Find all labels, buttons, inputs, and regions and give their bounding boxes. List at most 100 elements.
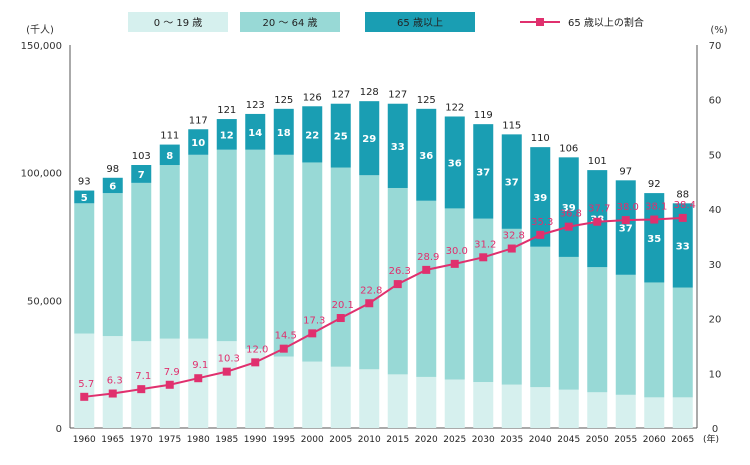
bar-total-label: 101: [588, 156, 607, 167]
percent-65-plus-label: 14.5: [275, 331, 297, 342]
bar-65-plus-value-label: 37: [505, 178, 519, 189]
bar-65-plus-value-label: 39: [562, 203, 576, 214]
bar-65-plus-value-label: 5: [81, 193, 88, 204]
legend-age-20-64-label: 20 〜 64 歳: [263, 17, 318, 29]
bar-segment-age-20-64: [501, 228, 522, 385]
bar-segment-age-0-19: [644, 397, 665, 428]
bar-total-label: 98: [106, 164, 119, 175]
bar-segment-age-20-64: [416, 200, 437, 377]
percent-65-plus-label: 5.7: [78, 379, 94, 390]
bar-segment-age-65-plus: [273, 108, 294, 155]
legend-age-65-plus-label: 65 歳以上: [397, 17, 443, 29]
percent-65-plus-marker: [621, 216, 630, 225]
percent-65-plus-marker: [108, 389, 117, 398]
bar-segment-age-20-64: [245, 149, 266, 349]
percent-65-plus-label: 28.9: [417, 252, 439, 263]
bar-segment-age-0-19: [558, 389, 579, 428]
bar-65-plus-value-label: 35: [647, 234, 661, 245]
legend-percent-marker: [536, 18, 544, 26]
bar-segment-age-0-19: [416, 376, 437, 428]
y-left-axis-label: (千人): [26, 24, 54, 36]
bar-65-plus-value-label: 18: [277, 128, 291, 139]
bar-segment-age-0-19: [273, 356, 294, 428]
bar-segment-age-0-19: [387, 374, 408, 428]
bar-total-label: 127: [388, 90, 407, 101]
x-tick-label: 2015: [386, 435, 409, 445]
legend-percent-label: 65 歳以上の割合: [568, 16, 644, 29]
bar-total-label: 122: [445, 102, 464, 113]
bar-segment-age-20-64: [558, 256, 579, 390]
bar-segment-age-65-plus: [131, 165, 152, 183]
x-tick-label: 2005: [329, 435, 352, 445]
bar-segment-age-65-plus: [330, 103, 351, 168]
x-tick-label: 2050: [586, 435, 609, 445]
bar-segment-age-65-plus: [159, 144, 180, 166]
bar-65-plus-value-label: 33: [676, 241, 690, 252]
bar-segment-age-0-19: [473, 382, 494, 428]
y-left-tick-label: 150,000: [21, 41, 62, 52]
bar-segment-age-0-19: [131, 341, 152, 428]
percent-65-plus-line: [84, 216, 683, 398]
percent-65-plus-marker: [650, 215, 659, 224]
x-axis-unit-label: (年): [703, 433, 719, 445]
bar-segment-age-65-plus: [245, 113, 266, 150]
y-right-tick-label: 40: [709, 205, 722, 216]
x-tick-label: 2060: [643, 435, 666, 445]
percent-65-plus-marker: [593, 217, 602, 226]
percent-65-plus-label: 7.9: [164, 367, 180, 378]
bar-segment-age-65-plus: [302, 106, 323, 163]
bar-segment-age-20-64: [273, 154, 294, 357]
bar-segment-age-20-64: [359, 175, 380, 370]
x-tick-label: 2020: [415, 435, 438, 445]
x-tick-label: 2030: [472, 435, 495, 445]
percent-65-plus-label: 26.3: [389, 266, 411, 277]
bar-total-label: 125: [274, 95, 293, 106]
bar-segment-age-65-plus: [558, 157, 579, 257]
bar-segment-age-0-19: [359, 369, 380, 428]
x-tick-label: 1975: [158, 435, 181, 445]
bar-segment-age-65-plus: [74, 190, 95, 204]
percent-65-plus-label: 7.1: [135, 371, 151, 382]
percent-65-plus-label: 20.1: [332, 300, 354, 311]
y-right-tick-label: 70: [709, 41, 722, 52]
bar-total-label: 115: [502, 120, 521, 131]
bar-segment-age-20-64: [74, 203, 95, 334]
bar-segment-age-0-19: [216, 341, 237, 428]
bar-segment-age-65-plus: [387, 103, 408, 188]
bar-total-label: 103: [132, 151, 151, 162]
percent-65-plus-label: 38.4: [674, 200, 696, 211]
bar-segment-age-65-plus: [644, 193, 665, 283]
percent-65-plus-label: 31.2: [474, 239, 496, 250]
x-tick-label: 1995: [272, 435, 295, 445]
percent-65-plus-marker: [308, 329, 317, 338]
legend-age-0-19-label: 0 〜 19 歳: [154, 17, 203, 29]
bar-65-plus-value-label: 29: [362, 134, 376, 145]
bar-segment-age-0-19: [102, 336, 123, 428]
y-left-tick-label: 0: [56, 424, 62, 435]
percent-65-plus-label: 30.0: [446, 246, 468, 257]
bar-segment-age-20-64: [615, 274, 636, 395]
bar-segment-age-65-plus: [188, 129, 209, 155]
bar-segment-age-65-plus: [530, 147, 551, 247]
percent-65-plus-marker: [479, 253, 488, 262]
x-tick-label: 2065: [671, 435, 694, 445]
percent-65-plus-marker: [507, 244, 516, 253]
percent-65-plus-label: 38.1: [645, 202, 667, 213]
bar-65-plus-value-label: 36: [448, 158, 462, 169]
bar-segment-age-0-19: [245, 348, 266, 428]
bar-segment-age-0-19: [615, 394, 636, 428]
x-tick-label: 2025: [443, 435, 466, 445]
bar-65-plus-value-label: 8: [166, 151, 173, 162]
bar-segment-age-20-64: [473, 218, 494, 383]
bar-total-label: 106: [559, 143, 578, 154]
x-tick-label: 1965: [101, 435, 124, 445]
bar-65-plus-value-label: 12: [220, 130, 234, 141]
bar-segment-age-20-64: [644, 282, 665, 398]
x-tick-label: 1970: [130, 435, 153, 445]
percent-65-plus-marker: [80, 392, 89, 401]
bar-65-plus-value-label: 25: [334, 132, 348, 143]
x-tick-label: 1985: [215, 435, 238, 445]
percent-65-plus-label: 10.3: [218, 354, 240, 365]
bar-segment-age-0-19: [501, 384, 522, 428]
